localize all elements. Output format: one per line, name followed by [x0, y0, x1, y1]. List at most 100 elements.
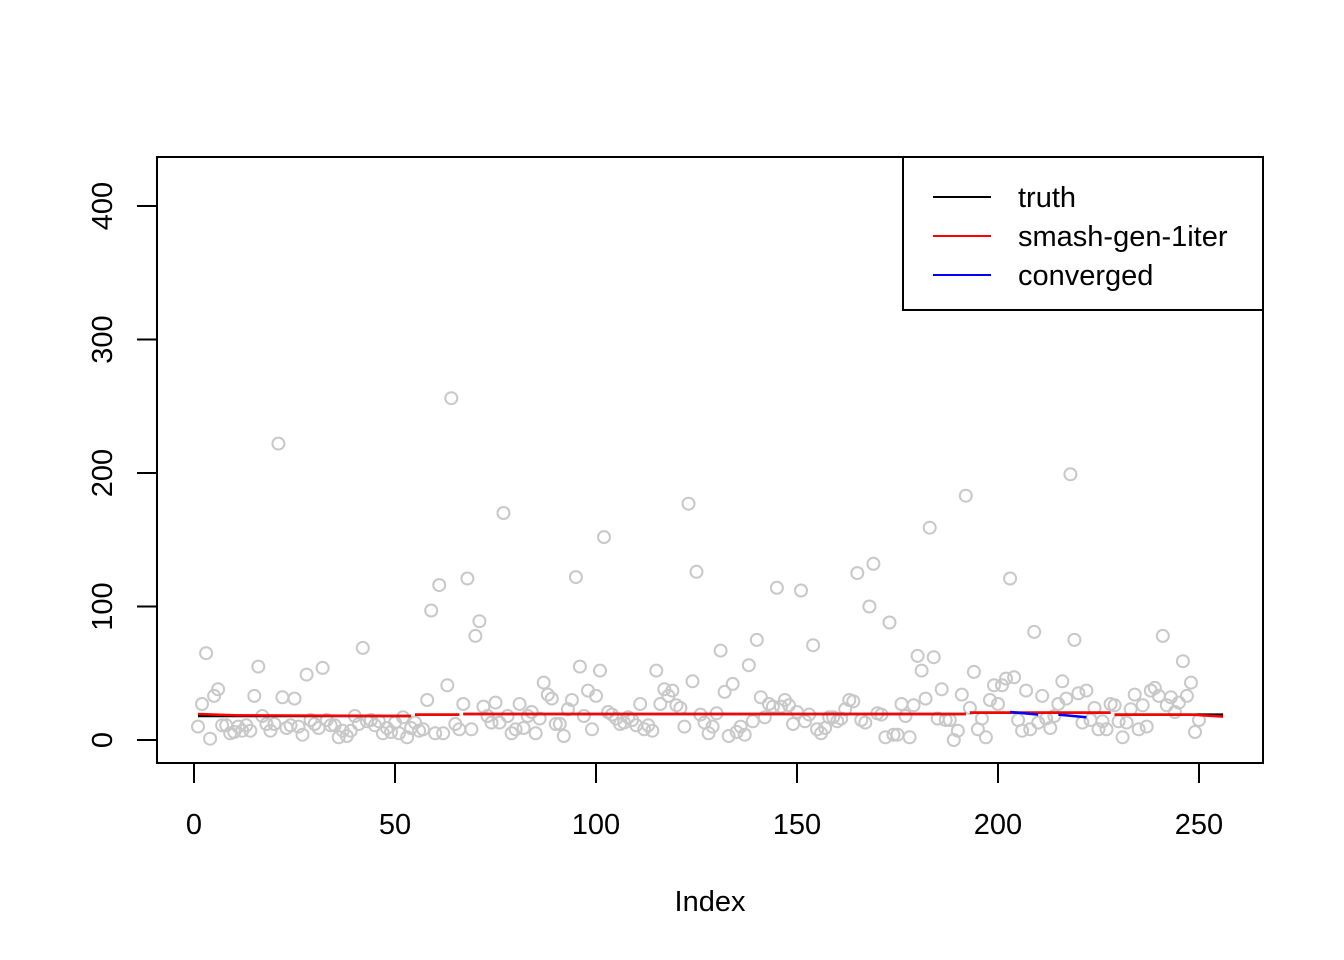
data-point [456, 697, 471, 711]
data-point [283, 718, 298, 733]
data-point [488, 695, 503, 710]
y-tick-label: 100 [87, 582, 119, 630]
data-point [633, 697, 648, 711]
data-point [665, 683, 680, 698]
data-point [247, 688, 262, 703]
data-point [765, 699, 780, 714]
data-point [303, 713, 318, 727]
data-point [685, 674, 700, 689]
data-point [926, 650, 941, 665]
x-tick-label: 50 [379, 809, 411, 841]
data-point [307, 717, 322, 731]
data-point [1184, 675, 1198, 690]
data-point [1063, 467, 1078, 482]
data-point [1091, 722, 1106, 737]
data-point [436, 726, 451, 741]
data-point [351, 717, 366, 731]
data-point [757, 710, 772, 725]
data-point [862, 599, 877, 614]
data-point [810, 722, 825, 737]
data-point [922, 520, 937, 535]
data-point [1067, 632, 1082, 647]
legend-label: truth [1018, 182, 1076, 214]
data-point [1027, 624, 1042, 639]
data-point [954, 687, 969, 702]
data-point [1059, 691, 1074, 706]
data-point [866, 556, 881, 571]
data-point [958, 488, 973, 503]
data-point [705, 719, 720, 734]
data-point [733, 719, 748, 734]
data-point [966, 664, 981, 679]
legend: truth smash-gen-1iter converged [902, 156, 1264, 311]
data-point [794, 583, 808, 598]
data-point [1035, 688, 1050, 703]
data-point [1003, 571, 1018, 586]
y-axis: 0 100 200 300 400 [87, 182, 158, 748]
data-point [681, 496, 696, 511]
data-point [999, 671, 1013, 686]
data-point [962, 701, 977, 715]
data-point [983, 693, 997, 707]
data-point [974, 711, 989, 726]
data-point [1139, 719, 1154, 734]
data-point [492, 715, 507, 730]
line-smash-gen-1iter [234, 714, 412, 718]
data-point [1115, 730, 1130, 745]
data-point [1135, 698, 1150, 713]
data-point [950, 723, 965, 738]
data-point [464, 722, 479, 737]
data-point [673, 701, 688, 715]
data-point [215, 718, 230, 733]
x-tick-label: 200 [974, 809, 1022, 841]
data-point [295, 727, 310, 742]
data-point [858, 715, 873, 730]
data-point [1087, 701, 1102, 715]
data-point [902, 730, 917, 745]
data-point [1095, 714, 1110, 729]
data-point [267, 717, 282, 731]
data-point [552, 717, 567, 731]
data-point [548, 717, 563, 731]
data-point [653, 697, 668, 711]
data-point [645, 723, 660, 738]
data-point [918, 691, 933, 706]
data-point [1031, 715, 1046, 730]
data-point [544, 691, 559, 706]
data-point [725, 676, 740, 691]
y-tick-label: 400 [87, 182, 119, 230]
line-smash-gen-1iter [197, 712, 235, 717]
line-converged [1058, 713, 1087, 719]
data-point [355, 640, 370, 655]
data-point [468, 628, 483, 643]
data-point [299, 667, 314, 682]
data-point [1023, 722, 1038, 737]
data-point [910, 648, 925, 663]
data-point [906, 698, 921, 713]
data-point [978, 730, 993, 745]
data-point [585, 722, 599, 737]
x-tick-label: 150 [773, 809, 821, 841]
data-point [737, 727, 752, 742]
data-point [432, 578, 447, 593]
points-layer [191, 391, 1206, 747]
x-tick-label: 0 [186, 809, 202, 841]
data-point [882, 615, 897, 630]
data-point [512, 697, 527, 711]
x-tick-label: 100 [572, 809, 620, 841]
data-point [428, 726, 443, 741]
data-point [753, 690, 768, 705]
legend-label: converged [1018, 260, 1153, 292]
data-point [886, 727, 901, 742]
data-point [677, 719, 692, 734]
data-point [894, 697, 909, 711]
data-point [850, 566, 865, 581]
lines-layer [197, 710, 1224, 719]
data-point [1071, 686, 1086, 701]
data-point [420, 693, 435, 707]
data-point [1188, 725, 1202, 739]
data-point [396, 710, 410, 725]
data-point [572, 659, 587, 674]
data-point [243, 723, 258, 738]
